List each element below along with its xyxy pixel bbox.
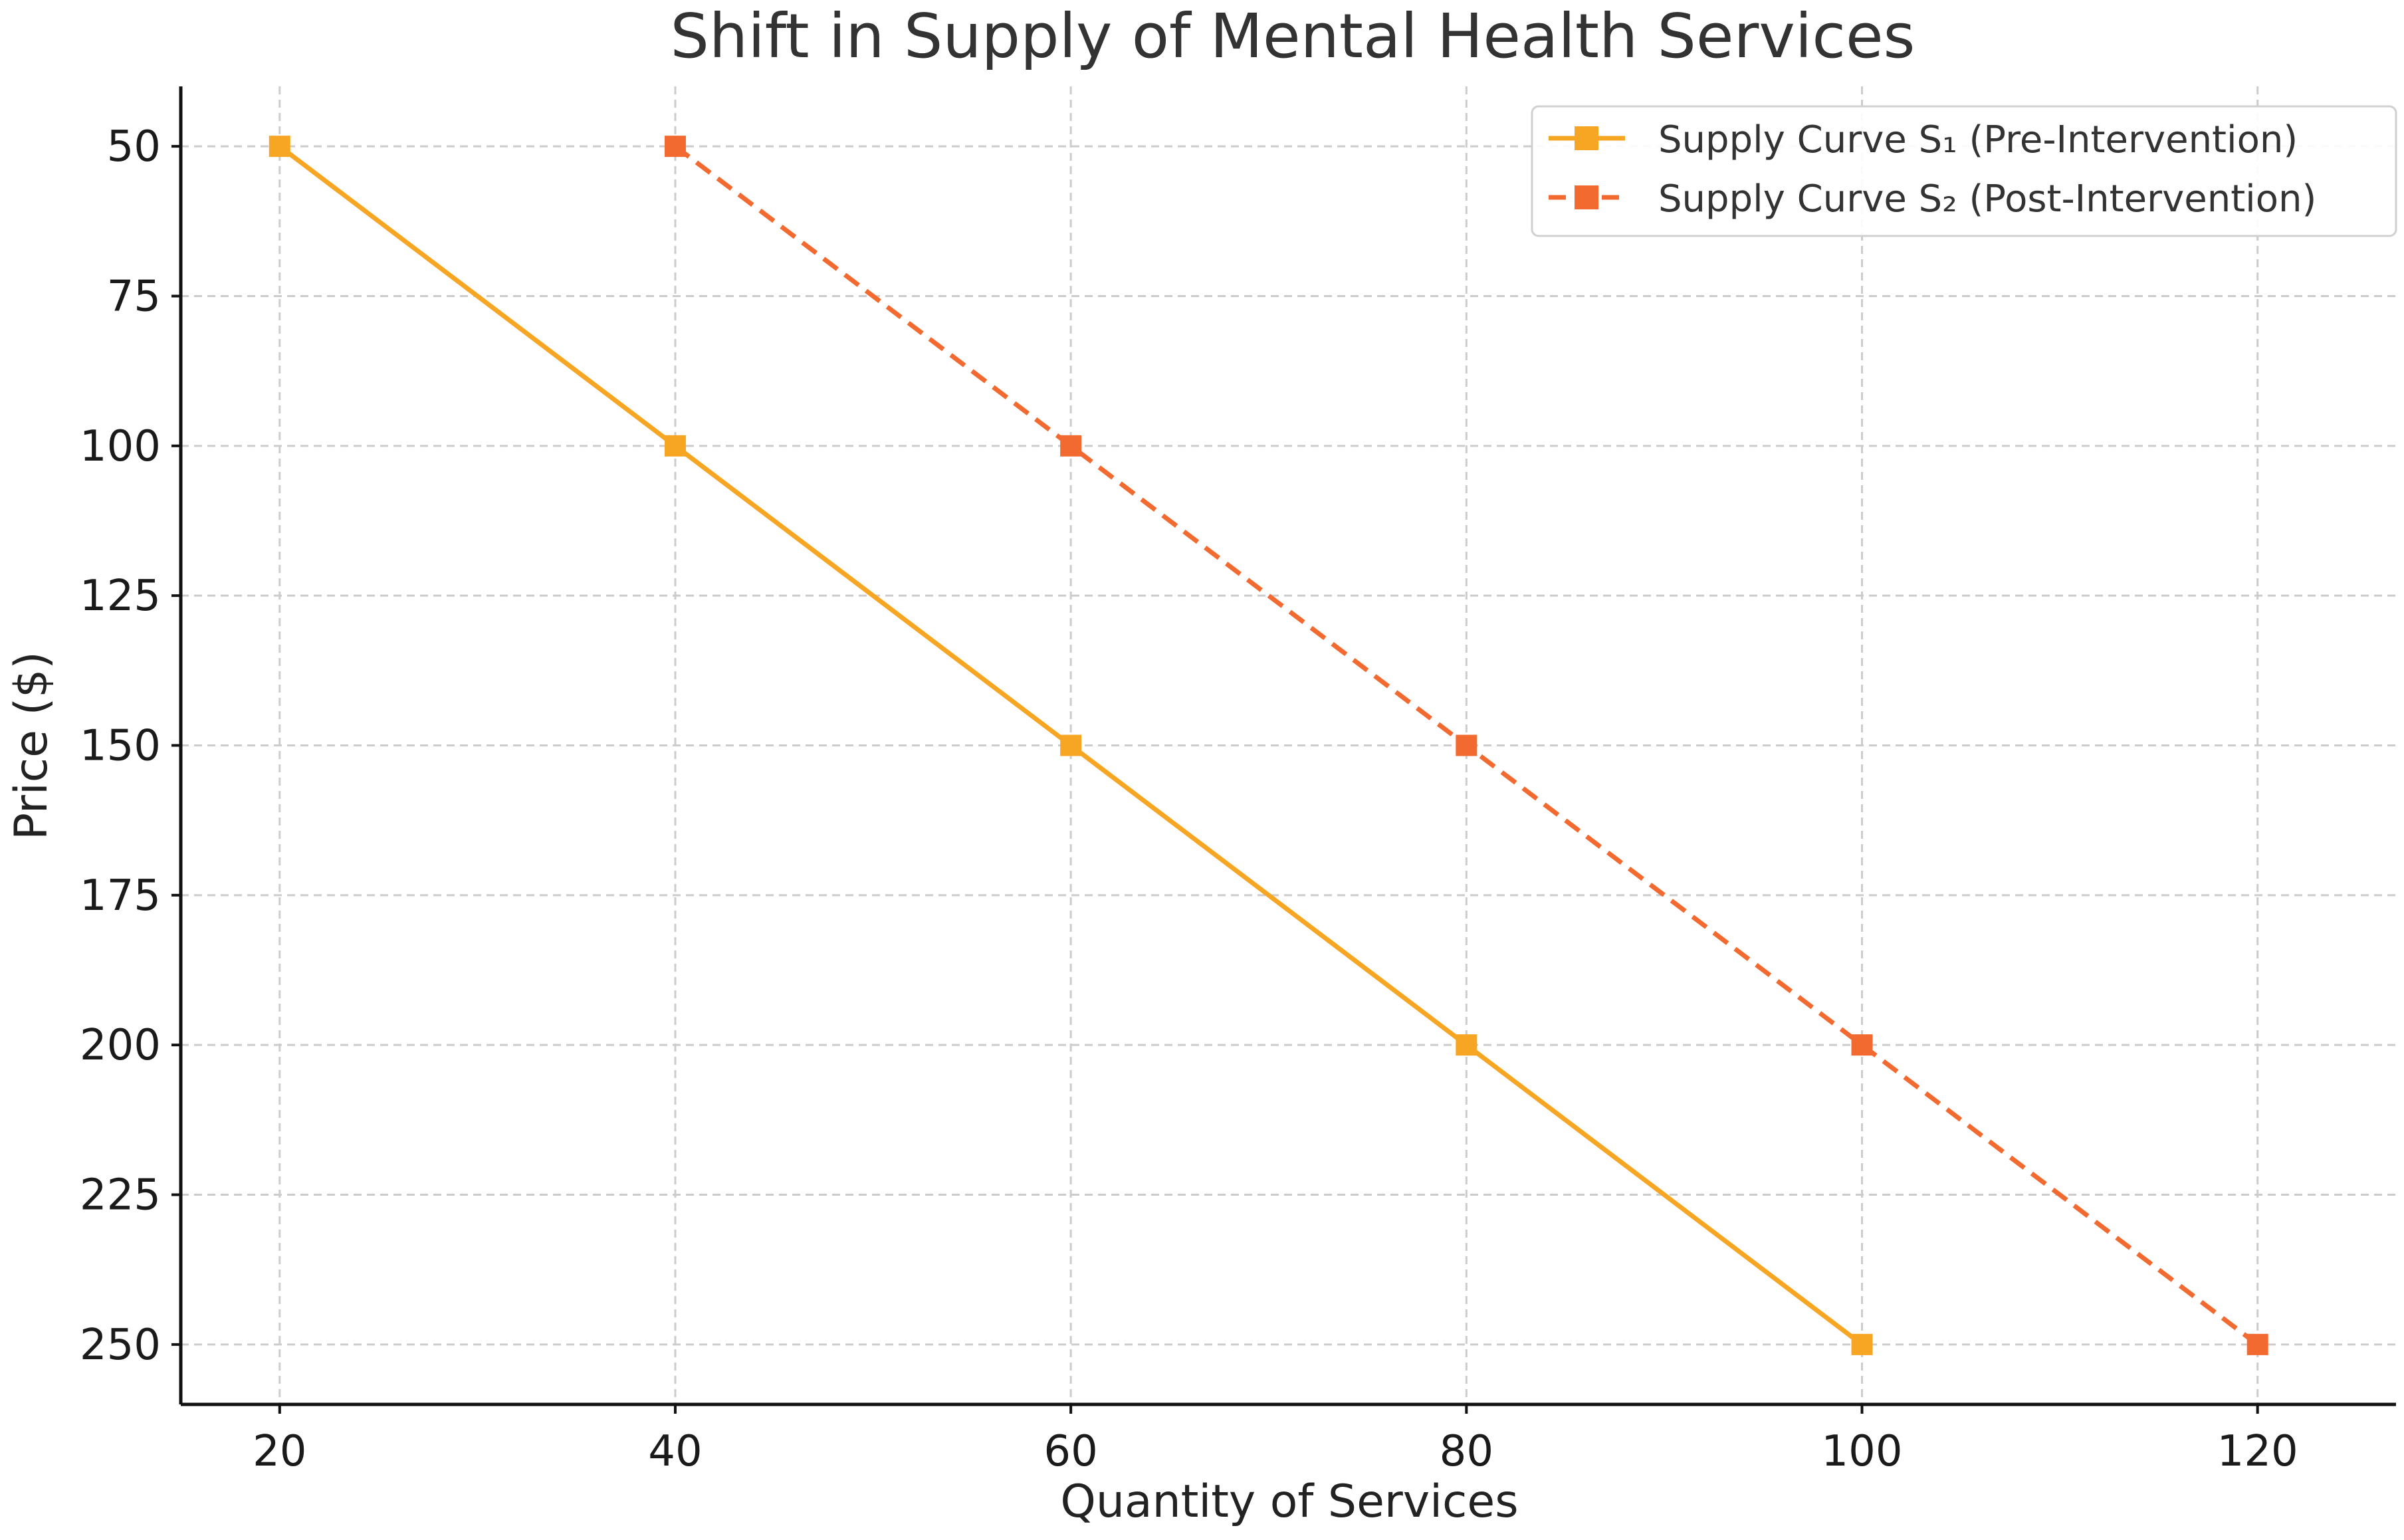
series-1-point-100-250 <box>1851 1333 1873 1355</box>
legend: Supply Curve S₁ (Pre-Intervention) Suppl… <box>1531 105 2397 237</box>
series-2-point-60-100 <box>1060 435 1082 457</box>
x-tick-label-80: 80 <box>1440 1427 1493 1476</box>
y-tick-label-150: 150 <box>80 722 161 771</box>
x-tick-label-120: 120 <box>2217 1427 2298 1476</box>
x-tick-label-40: 40 <box>648 1427 702 1476</box>
y-tick-label-250: 250 <box>80 1321 161 1370</box>
y-tick-label-50: 50 <box>107 122 161 171</box>
series-1-point-20-50 <box>269 136 290 158</box>
x-axis-label: Quantity of Services <box>1060 1476 1518 1528</box>
y-tick-label-175: 175 <box>80 871 161 921</box>
series-2-point-120-250 <box>2246 1333 2268 1355</box>
x-tick-label-20: 20 <box>253 1427 306 1476</box>
y-axis-label: Price ($) <box>5 651 58 840</box>
tick-labels: 20 40 60 80 100 120 50 75 100 125 150 175 200 225 250 <box>80 122 2298 1476</box>
y-tick-label-225: 225 <box>80 1171 161 1220</box>
series-2-point-80-150 <box>1456 734 1477 756</box>
y-tick-label-125: 125 <box>80 572 161 621</box>
y-tick-label-100: 100 <box>80 422 161 471</box>
y-tick-label-200: 200 <box>80 1021 161 1070</box>
legend-label-s1: Supply Curve S₁ (Pre-Intervention) <box>1658 118 2298 162</box>
series <box>269 136 2268 1355</box>
series-1-point-40-100 <box>664 435 686 457</box>
x-tick-label-100: 100 <box>1821 1427 1902 1476</box>
y-tick-label-75: 75 <box>107 272 161 321</box>
series-1-point-80-200 <box>1456 1034 1477 1056</box>
chart-title: Shift in Supply of Mental Health Service… <box>671 1 1915 72</box>
series-2-point-100-200 <box>1851 1034 1873 1056</box>
x-tick-label-60: 60 <box>1043 1427 1097 1476</box>
series-1-point-60-150 <box>1060 734 1082 756</box>
legend-marker-s2 <box>1575 185 1598 209</box>
legend-label-s2: Supply Curve S₂ (Post-Intervention) <box>1658 177 2316 221</box>
series-2-point-40-50 <box>664 136 686 158</box>
legend-marker-s1 <box>1575 126 1598 150</box>
legend-box <box>1531 105 2397 237</box>
